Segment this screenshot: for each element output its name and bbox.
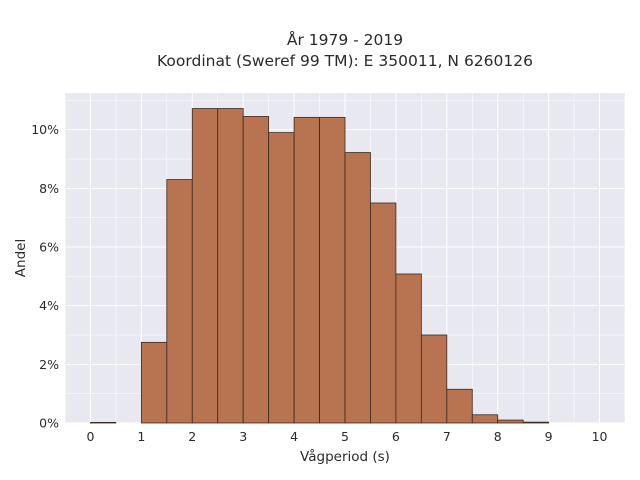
histogram-bar [471, 414, 499, 424]
x-tick-label: 5 [341, 429, 349, 444]
x-tick-label: 2 [188, 429, 196, 444]
histogram-bar [242, 116, 270, 424]
histogram-bar [370, 202, 397, 424]
y-tick-label: 4% [39, 298, 59, 313]
histogram-bar [446, 388, 473, 424]
histogram-bar [522, 421, 550, 424]
chart-title-line1: År 1979 - 2019 [287, 30, 403, 49]
histogram-bar [344, 152, 371, 424]
histogram-bar [420, 334, 448, 424]
x-tick-label: 10 [592, 429, 608, 444]
histogram-bar [497, 419, 524, 424]
x-tick-label: 1 [137, 429, 145, 444]
x-tick-label: 7 [443, 429, 451, 444]
y-tick-label: 8% [39, 181, 59, 196]
x-tick-label: 0 [86, 429, 94, 444]
bars [90, 108, 550, 424]
histogram-bar [90, 422, 117, 424]
x-tick-labels: 0 1 2 3 4 5 6 7 8 9 10 [86, 429, 607, 444]
histogram-bar [140, 341, 168, 424]
y-tick-label: 0% [39, 416, 59, 431]
histogram-bar [166, 179, 193, 424]
y-tick-label: 6% [39, 240, 59, 255]
histogram-bar [395, 273, 422, 424]
y-tick-label: 2% [39, 357, 59, 372]
x-tick-label: 4 [290, 429, 298, 444]
histogram-bar [319, 116, 346, 424]
x-tick-label: 6 [392, 429, 400, 444]
x-axis-label: Vågperiod (s) [300, 448, 390, 465]
histogram-bar [293, 116, 320, 424]
histogram-bar [268, 132, 295, 424]
y-tick-label: 10% [31, 122, 59, 137]
chart-title-line2: Koordinat (Sweref 99 TM): E 350011, N 62… [157, 52, 533, 70]
x-tick-label: 8 [494, 429, 502, 444]
y-tick-labels: 0% 2% 4% 6% 8% 10% [31, 122, 59, 430]
x-tick-label: 3 [239, 429, 247, 444]
y-axis-label: Andel [13, 239, 29, 277]
x-tick-label: 9 [545, 429, 553, 444]
histogram-bar [191, 108, 219, 424]
histogram-bar [217, 108, 244, 424]
